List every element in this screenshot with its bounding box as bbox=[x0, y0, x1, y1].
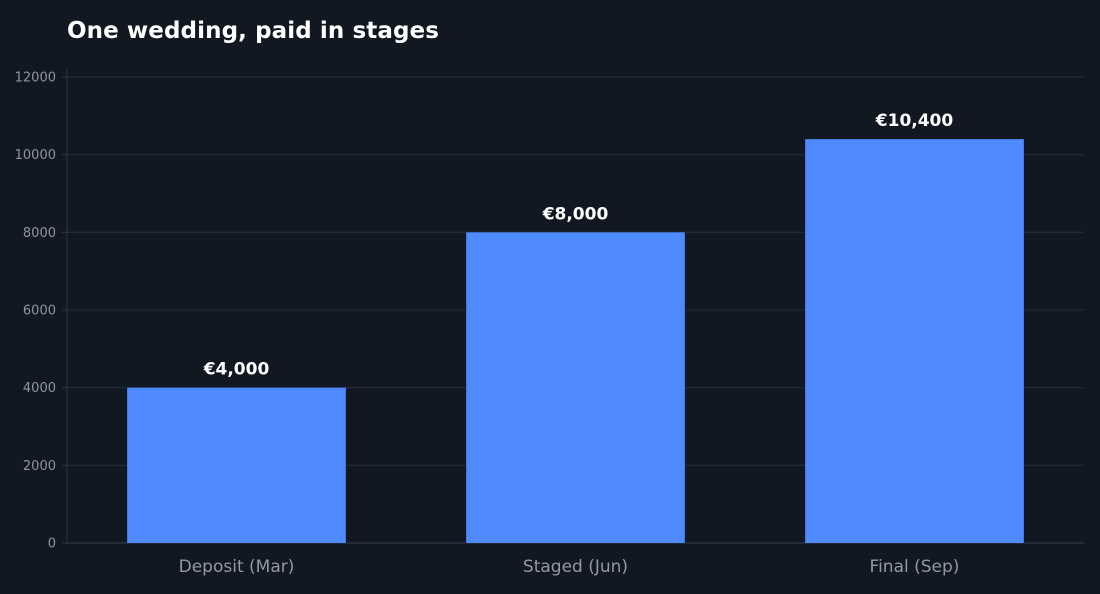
x-tick-label: Deposit (Mar) bbox=[179, 557, 295, 577]
x-tick-label: Staged (Jun) bbox=[523, 557, 628, 577]
y-tick-label: 6000 bbox=[23, 304, 56, 319]
y-tick-label: 8000 bbox=[23, 226, 56, 241]
bar bbox=[466, 232, 685, 544]
data-label: €8,000 bbox=[542, 204, 609, 224]
x-tick-labels: Deposit (Mar) Staged (Jun) Final (Sep) bbox=[179, 557, 960, 577]
data-label: €4,000 bbox=[203, 360, 270, 380]
bar bbox=[127, 387, 346, 543]
bars bbox=[127, 139, 1024, 544]
x-tick-label: Final (Sep) bbox=[870, 557, 960, 577]
y-tick-label: 10000 bbox=[15, 148, 56, 163]
y-tick-label: 4000 bbox=[23, 381, 56, 396]
data-labels: €4,000 €8,000 €10,400 bbox=[203, 111, 954, 380]
y-tick-labels: 0 2000 4000 6000 8000 10000 12000 bbox=[15, 71, 56, 552]
bar bbox=[805, 139, 1024, 543]
data-label: €10,400 bbox=[875, 111, 954, 131]
y-tick-label: 12000 bbox=[15, 71, 56, 86]
chart-title: One wedding, paid in stages bbox=[67, 18, 440, 44]
y-tick-label: 0 bbox=[48, 537, 56, 552]
y-tick-label: 2000 bbox=[23, 459, 56, 474]
